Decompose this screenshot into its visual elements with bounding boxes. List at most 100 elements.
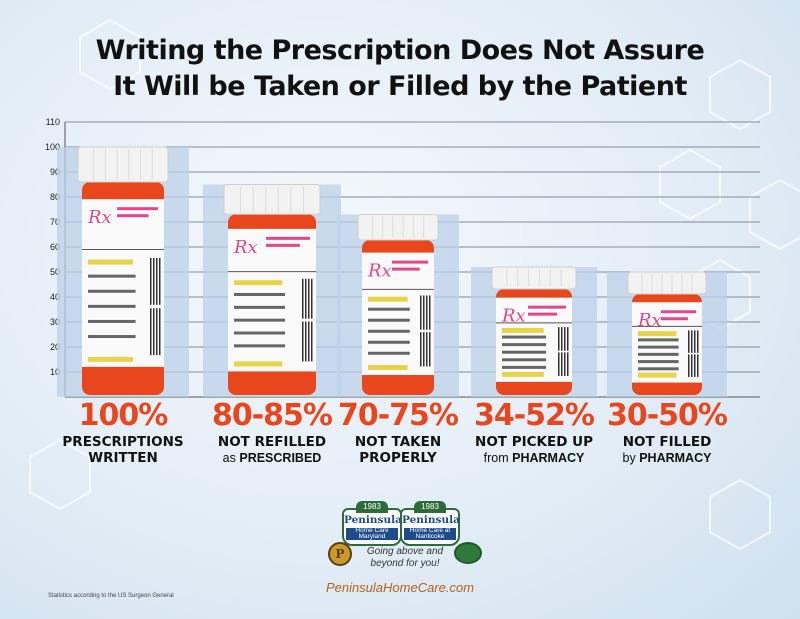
label-text-block bbox=[88, 274, 136, 278]
y-tick-label: 80 bbox=[50, 192, 60, 202]
barcode-bar bbox=[558, 352, 560, 376]
barcode-bar bbox=[564, 327, 566, 351]
label-text-block bbox=[368, 318, 410, 322]
label-line bbox=[266, 243, 300, 247]
barcode-bar bbox=[688, 354, 690, 377]
logo-subtitle: Home Care Maryland bbox=[346, 527, 398, 540]
label-text-block bbox=[502, 365, 547, 369]
label-line bbox=[661, 317, 688, 321]
label-stripe bbox=[234, 361, 283, 367]
label-text-block bbox=[638, 352, 679, 356]
category-line-2: PROPERLY bbox=[359, 450, 437, 466]
barcode-bar bbox=[153, 257, 155, 305]
barcode-bar bbox=[561, 327, 563, 351]
label-line bbox=[117, 207, 158, 211]
category-label: 30-50% NOT FILLED by PHARMACY bbox=[592, 398, 742, 466]
barcode-bar bbox=[156, 257, 158, 305]
category-line-1: NOT TAKEN bbox=[354, 434, 442, 450]
category-label: 34-52% NOT PICKED UP from PHARMACY bbox=[459, 398, 609, 466]
bar-value-label: 30-50% bbox=[606, 398, 728, 433]
barcode-bar bbox=[567, 327, 569, 351]
bar-value-label: 100% bbox=[78, 398, 169, 433]
label-text-block bbox=[88, 304, 136, 308]
label-text-block bbox=[638, 338, 679, 342]
barcode-bar bbox=[688, 330, 690, 353]
label-stripe bbox=[88, 259, 134, 265]
barcode-bar bbox=[150, 308, 152, 356]
barcode-bar bbox=[429, 295, 431, 330]
barcode-bar bbox=[691, 330, 693, 353]
bar: Rx bbox=[203, 184, 341, 397]
footnote: Statistics according to the US Surgeon G… bbox=[48, 593, 174, 599]
barcode-bar bbox=[311, 321, 313, 362]
category-line-1: NOT PICKED UP bbox=[475, 434, 593, 450]
bottle-cap bbox=[223, 184, 321, 215]
category-label: 100% PRESCRIPTIONS WRITTEN bbox=[48, 398, 198, 466]
rx-symbol: Rx bbox=[367, 261, 392, 282]
barcode-bar bbox=[426, 332, 428, 367]
barcode-bar bbox=[697, 354, 699, 377]
y-tick-label: 20 bbox=[50, 342, 60, 352]
barcode-bar bbox=[308, 278, 310, 319]
barcode-bar bbox=[159, 308, 161, 356]
label-stripe bbox=[234, 280, 283, 286]
y-tick-label: 40 bbox=[50, 292, 60, 302]
bottle-label bbox=[228, 228, 316, 372]
rx-symbol: Rx bbox=[501, 306, 526, 327]
label-stripe bbox=[502, 327, 544, 333]
barcode-bar bbox=[150, 257, 152, 305]
barcode-bar bbox=[420, 332, 422, 367]
y-tick-label: 90 bbox=[50, 167, 60, 177]
label-text-block bbox=[234, 331, 286, 335]
barcode-bar bbox=[561, 352, 563, 376]
category-line-1: PRESCRIPTIONS bbox=[62, 434, 184, 450]
barcode-bar bbox=[564, 352, 566, 376]
category-label: 70-75% NOT TAKEN PROPERLY bbox=[323, 398, 473, 466]
barcode-bar bbox=[305, 278, 307, 319]
bar: Rx bbox=[337, 214, 459, 397]
barcode-bar bbox=[558, 327, 560, 351]
peninsula-maryland-logo: 1983 Peninsula Home Care Maryland bbox=[342, 501, 402, 546]
label-text-block bbox=[368, 340, 410, 344]
rx-symbol: Rx bbox=[637, 310, 662, 331]
barcode-bar bbox=[423, 332, 425, 367]
category-line-2-prefix: from bbox=[483, 451, 513, 465]
category-line-2-bold: PHARMACY bbox=[639, 451, 712, 465]
y-tick-label: 100 bbox=[45, 142, 60, 152]
logo-name: Peninsula bbox=[402, 514, 460, 526]
category-label: 80-85% NOT REFILLED as PRESCRIBED bbox=[197, 398, 347, 466]
y-tick-label: 70 bbox=[50, 217, 60, 227]
company-logos: 1983 Peninsula Home Care Maryland 1983 P… bbox=[328, 500, 482, 572]
website-link[interactable]: PeninsulaHomeCare.com bbox=[325, 580, 475, 595]
label-text-block bbox=[502, 343, 547, 347]
label-line bbox=[117, 214, 149, 218]
label-text-block bbox=[368, 307, 410, 311]
chart-title-line-2: It Will be Taken or Filled by the Patien… bbox=[113, 71, 687, 102]
label-line bbox=[528, 305, 566, 309]
barcode-bar bbox=[305, 321, 307, 362]
label-line bbox=[528, 312, 558, 316]
bar: Rx bbox=[57, 146, 189, 397]
barcode-bar bbox=[420, 295, 422, 330]
category-line-2-prefix: as bbox=[222, 451, 240, 465]
label-text-block bbox=[502, 335, 547, 339]
logo-subtitle: Home Care at Nanticoke bbox=[404, 527, 456, 540]
label-text-block bbox=[234, 344, 286, 348]
label-text-block bbox=[638, 345, 679, 349]
logo-name: Peninsula bbox=[344, 514, 402, 526]
label-stripe bbox=[502, 371, 544, 377]
barcode-bar bbox=[302, 278, 304, 319]
category-line-1: NOT FILLED bbox=[622, 434, 712, 450]
rx-symbol: Rx bbox=[233, 237, 258, 258]
label-line bbox=[392, 267, 420, 271]
bar: Rx bbox=[471, 266, 597, 397]
bar-value-label: 80-85% bbox=[211, 398, 333, 433]
label-text-block bbox=[88, 289, 136, 293]
category-line-2: from PHARMACY bbox=[459, 450, 609, 466]
label-text-block bbox=[502, 350, 547, 354]
category-line-2: as PRESCRIBED bbox=[197, 450, 347, 466]
barcode-bar bbox=[156, 308, 158, 356]
barcode-bar bbox=[302, 321, 304, 362]
logo-year: 1983 bbox=[414, 501, 446, 513]
barcode-bar bbox=[423, 295, 425, 330]
